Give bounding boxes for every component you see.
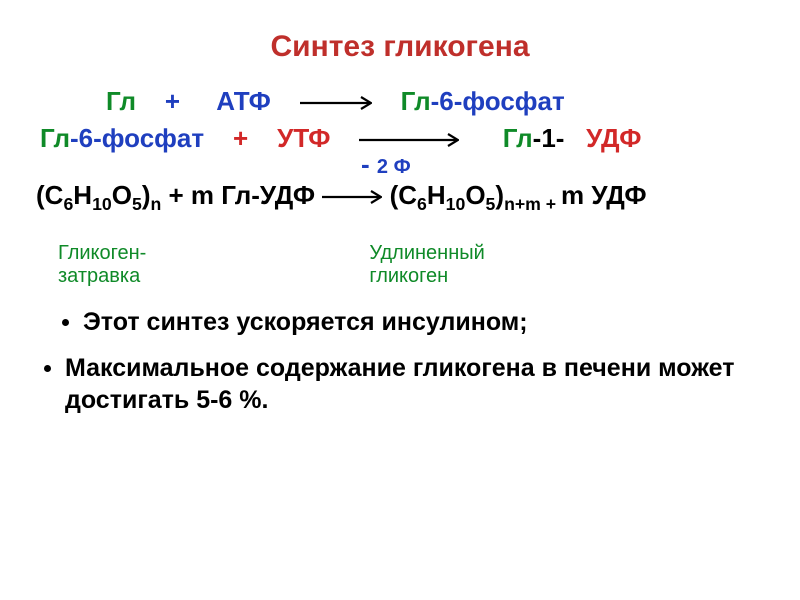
eq1-plus: +: [165, 86, 180, 116]
eq2-gl2: Гл: [503, 123, 533, 153]
eq3-lH: H: [73, 180, 92, 210]
title-text: Синтез гликогена: [270, 30, 529, 63]
eq3-rH: H: [427, 180, 446, 210]
equation-1: Гл + АТФ Гл-6-фосфат: [106, 86, 764, 117]
eq3-ln: n: [150, 194, 161, 214]
sublabel-left: Гликоген- затравка: [58, 219, 146, 288]
eq1-space4: [379, 86, 393, 116]
equation-3: (C6H10O5)n + m Гл-УДФ (C6H10O5)n+m + m У…: [36, 180, 764, 215]
eq1-phos: -6-фосфат: [431, 86, 565, 116]
eq2-below: - 2 Ф: [361, 149, 411, 180]
sublabel-right: Удлиненный гликоген: [369, 219, 484, 288]
bullet-dot-icon: [62, 319, 69, 326]
eq1-atp: АТФ: [216, 86, 271, 116]
bullet-dot-icon: [44, 365, 51, 372]
eq2-phos: -6-фосфат: [70, 123, 204, 153]
eq1-space2: [187, 86, 209, 116]
eq2-dash: -1-: [533, 123, 565, 153]
eq3-rcl: ): [495, 180, 504, 210]
eq3-m: m: [191, 180, 214, 210]
eq2-utp: УТФ: [277, 123, 330, 153]
arrow-icon: [300, 96, 372, 110]
eq2-sp3: [338, 123, 352, 153]
arrow-icon: [322, 190, 382, 204]
equation-3-sublabels: Гликоген- затравка Удлиненный гликоген: [36, 219, 764, 288]
eq3-sp: [382, 180, 389, 210]
eq3-lO: O: [112, 180, 132, 210]
eq1-space3: [278, 86, 292, 116]
eq3-rudp: УДФ: [584, 180, 646, 210]
eq2-2f: 2 Ф: [377, 156, 411, 178]
eq1-gl2: Гл: [401, 86, 431, 116]
slide-root: Синтез гликогена Гл + АТФ Гл-6-фосфат Гл…: [0, 0, 800, 600]
eq1-space: [143, 86, 157, 116]
eq3-l6: 6: [63, 194, 73, 214]
sublabel-left-text: Гликоген- затравка: [58, 242, 146, 287]
eq2-sp2: [255, 123, 269, 153]
eq2-sp5: [572, 123, 579, 153]
eq3-l10: 10: [92, 194, 112, 214]
slide-title: Синтез гликогена: [36, 30, 764, 64]
eq3-rO: O: [465, 180, 485, 210]
eq3-rm: m: [561, 180, 584, 210]
eq3-rC: (C: [390, 180, 417, 210]
eq2-gl: Гл: [40, 123, 70, 153]
eq3-r6: 6: [417, 194, 427, 214]
eq3-rsub-plus: +: [541, 194, 561, 214]
eq2-udp: УДФ: [586, 123, 641, 153]
eq3-lC: (C: [36, 180, 63, 210]
eq3-plus: +: [161, 180, 191, 210]
eq2-minus: -: [361, 149, 370, 179]
bullet-2: Максимальное содержание гликогена в пече…: [18, 352, 764, 416]
eq2-plus: +: [233, 123, 248, 153]
bullet-1-text: Этот синтез ускоряется инсулином;: [83, 306, 764, 338]
bullet-2-text: Максимальное содержание гликогена в пече…: [65, 352, 764, 416]
eq3-l5: 5: [132, 194, 142, 214]
eq3-r5: 5: [486, 194, 496, 214]
bullet-1: Этот синтез ускоряется инсулином;: [36, 306, 764, 338]
arrow-icon: [359, 133, 459, 147]
eq3-rnm: n+m: [504, 194, 541, 214]
eq2-sp4: [467, 123, 496, 153]
sublabel-right-text: Удлиненный гликоген: [369, 242, 484, 287]
eq3-r10: 10: [446, 194, 466, 214]
eq2-sp1: [211, 123, 225, 153]
eq1-gl: Гл: [106, 86, 136, 116]
equation-2: Гл-6-фосфат + УТФ Гл-1- УДФ - 2 Ф: [40, 123, 764, 154]
eq3-gludp: Гл-УДФ: [214, 180, 322, 210]
